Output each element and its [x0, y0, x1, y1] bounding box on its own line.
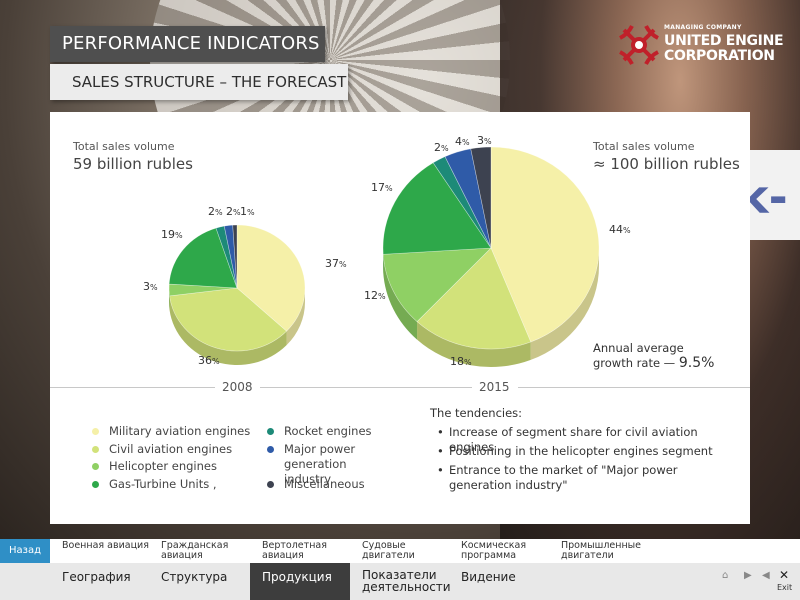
tendency-item: Positioning in the helicopter engines se… [437, 444, 739, 459]
logo-mark-icon [619, 25, 659, 65]
logo-line-1: UNITED ENGINE [664, 33, 784, 49]
total-volume-value-2008: 59 billion rubles [73, 155, 193, 173]
pie-2015-slice-3 [382, 162, 492, 255]
back-button[interactable]: Назад [0, 539, 50, 563]
sub-nav-bar [0, 539, 800, 563]
main-nav-structure[interactable]: Структура [161, 570, 228, 584]
total-volume-label-2008: Total sales volume [73, 140, 175, 153]
pie-charts: 37%36%3%19%2% 2% 1%44%18%12%17%2%4% 3% [143, 134, 631, 368]
main-nav-vision[interactable]: Видение [461, 570, 516, 584]
legend-swatch [92, 481, 99, 488]
page-title-text: PERFORMANCE INDICATORS [62, 33, 320, 54]
main-nav-geography[interactable]: География [62, 570, 131, 584]
company-logo: MANAGING COMPANY UNITED ENGINE CORPORATI… [618, 20, 793, 70]
main-nav-bar [0, 563, 800, 600]
divider-2015-right [518, 387, 750, 388]
pie-2008-label-1: 36% [198, 354, 220, 367]
pie-2008-label-0: 37% [325, 257, 347, 270]
growth-label-part1: Annual average [593, 341, 684, 355]
pie-2008-label-5: 2% [226, 205, 241, 218]
legend-label: Major power generation industry [284, 442, 356, 486]
pie-2015-label-5: 4% [455, 135, 470, 148]
pie-2015-side-1 [417, 321, 531, 367]
growth-value: 9.5% [678, 355, 715, 371]
legend-label: Rocket engines [284, 424, 372, 438]
legend-label: Miscellaneous [284, 477, 365, 491]
pie-2008-slice-0 [236, 224, 306, 332]
pie-2008-side-1 [169, 295, 287, 366]
legend-label: Civil aviation engines [109, 442, 233, 456]
pie-2015-label-0: 44% [609, 223, 631, 236]
total-volume-label-2015: Total sales volume [593, 140, 695, 153]
page-subtitle: SALES STRUCTURE – THE FORECAST [50, 64, 348, 100]
pie-2015-side-2 [383, 254, 418, 340]
page-subtitle-text: SALES STRUCTURE – THE FORECAST [72, 73, 347, 91]
pie-2015-label-2: 12% [364, 289, 386, 302]
sub-nav-military[interactable]: Военная авиация [62, 540, 149, 551]
divider-middle [260, 387, 472, 388]
forward-icon[interactable]: ▶ [744, 570, 752, 581]
logo-line-2: CORPORATION [664, 48, 775, 64]
pie-2008-label-6: 1% [240, 205, 255, 218]
legend-label: Military aviation engines [109, 424, 251, 438]
map-icon[interactable]: ⌂ [722, 570, 729, 581]
legend-swatch [267, 446, 274, 453]
pie-2008-label-3: 19% [161, 228, 183, 241]
pie-2008-slice-6 [232, 224, 238, 289]
pie-2008-label-2: 3% [143, 280, 158, 293]
pie-2008-label-4: 2% [208, 205, 223, 218]
tendency-item: Entrance to the market of "Major power g… [437, 463, 739, 493]
pie-2015-slice-1 [416, 247, 532, 350]
main-nav-products[interactable]: Продукция [250, 563, 350, 600]
growth-label-part2: growth rate — [593, 356, 676, 370]
pie-2015-slice-0 [490, 146, 600, 343]
legend-label: Gas-Turbine Units , [109, 477, 217, 491]
pie-2008-side-0 [286, 288, 305, 346]
pie-2015-label-4: 2% [434, 141, 449, 154]
year-label-2008: 2008 [222, 380, 253, 394]
divider-2008-left [50, 387, 215, 388]
pie-2008-slice-3 [168, 227, 238, 289]
sub-nav-civil[interactable]: Гражданская авиация [161, 540, 229, 561]
legend-swatch [267, 481, 274, 488]
tendencies-title: The tendencies: [430, 406, 523, 420]
back-icon[interactable]: ◀ [762, 570, 770, 581]
legend-swatch [267, 428, 274, 435]
chart-panel: Total sales volume 59 billion rubles Tot… [50, 112, 750, 524]
logo-caption: MANAGING COMPANY [664, 24, 742, 31]
pie-2015-label-3: 17% [371, 181, 393, 194]
page-title: PERFORMANCE INDICATORS [50, 26, 325, 62]
legend-swatch [92, 463, 99, 470]
total-volume-value-2015: ≈ 100 billion rubles [593, 155, 740, 173]
pie-2015-label-1: 18% [450, 355, 472, 368]
exit-label[interactable]: Exit [777, 583, 793, 592]
sub-nav-industrial[interactable]: Промышленные двигатели [561, 540, 642, 561]
pie-2015-label-6: 3% [477, 134, 492, 147]
sub-nav-helicopter[interactable]: Вертолетная авиация [262, 540, 327, 561]
sub-nav-marine[interactable]: Судовые двигатели [362, 540, 415, 561]
pie-2015-slice-2 [382, 247, 492, 323]
year-label-2015: 2015 [479, 380, 510, 394]
close-icon[interactable]: ✕ [779, 568, 790, 582]
legend-label: Helicopter engines [109, 459, 217, 473]
legend-swatch [92, 428, 99, 435]
pie-2008-slice-1 [169, 287, 288, 352]
main-nav-indicators[interactable]: Показатели деятельности [362, 568, 451, 594]
pie-2015-side-0 [530, 248, 599, 360]
sub-nav-space[interactable]: Космическая программа [461, 540, 527, 561]
legend-swatch [92, 446, 99, 453]
growth-rate: growth rate — 9.5% [593, 355, 714, 371]
pie-2015-slice-6 [470, 146, 492, 249]
